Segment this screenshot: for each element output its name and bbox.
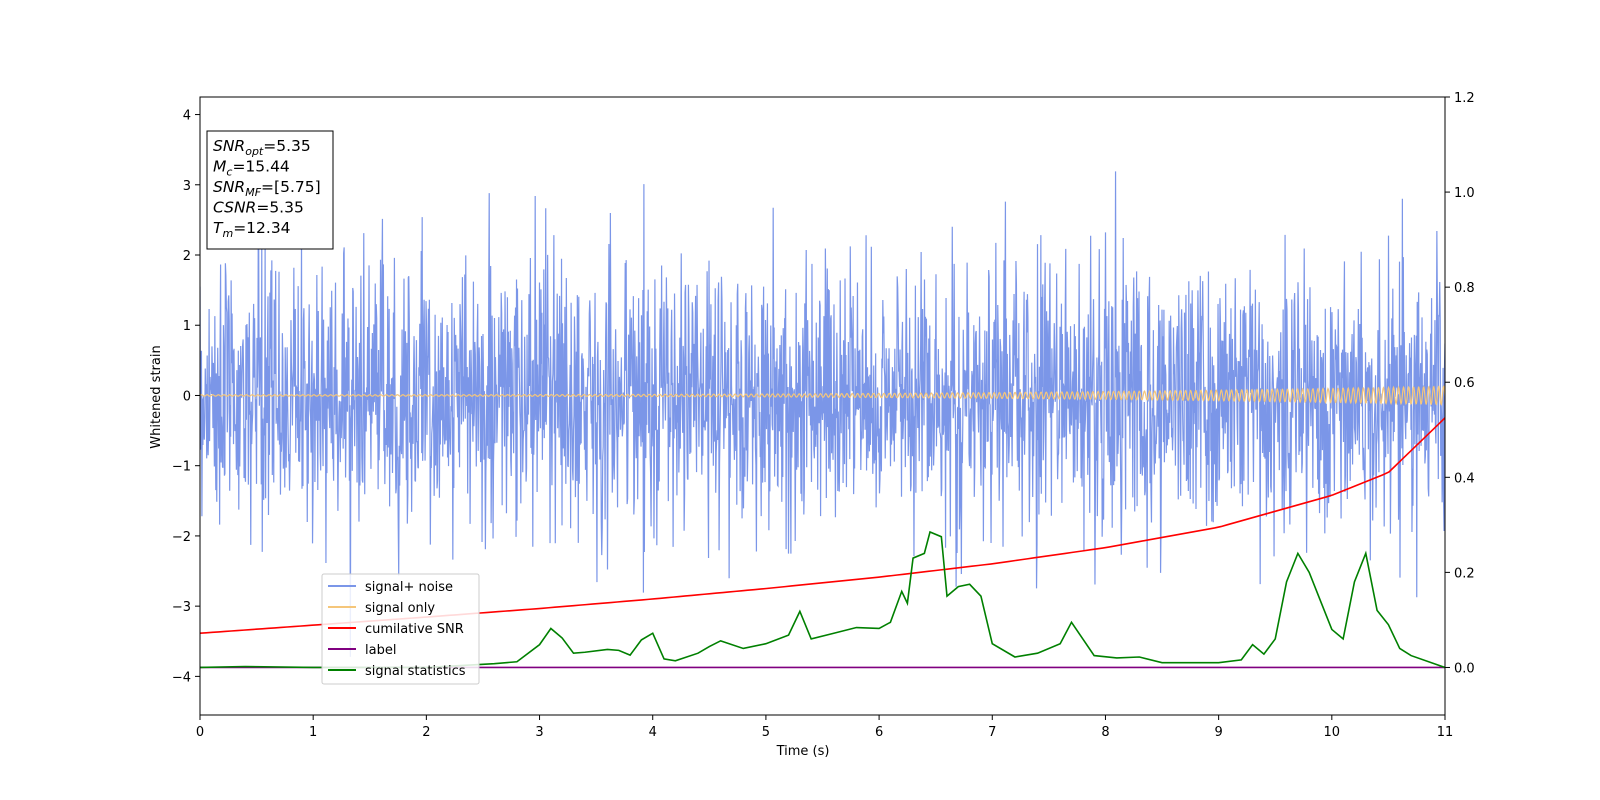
- y2-tick-label: 0.0: [1454, 661, 1475, 676]
- annotation-subscript: c: [226, 166, 232, 179]
- annotation-value: =5.35: [263, 137, 311, 155]
- legend: signal+ noise signal only cumilative SNR la…: [321, 573, 480, 685]
- y-tick-label: −1: [172, 460, 191, 475]
- annotation-value: =5.35: [256, 199, 304, 217]
- annotation-symbol: SNR: [213, 178, 245, 196]
- y2-tick-label: 0.8: [1454, 281, 1475, 296]
- axes: 0 1 2 3 4 5 6 7 8 9 10 11 −4 −3 −2 −1 0 1 2 3 4 0.0 0.2 0.4 0.6 0…: [172, 91, 1475, 740]
- x-tick-label: 7: [988, 725, 996, 740]
- y-tick-label: 0: [183, 389, 191, 404]
- annotation-value: =[5.75]: [261, 178, 321, 196]
- y-axis-label: Whitened strain: [149, 345, 164, 448]
- annotation-subscript: opt: [245, 145, 264, 158]
- annotation-line: SNRMF=[5.75]: [213, 178, 321, 199]
- x-tick-label: 1: [309, 725, 317, 740]
- y2-tick-label: 1.2: [1454, 91, 1475, 106]
- legend-label: signal statistics: [365, 664, 466, 679]
- x-tick-label: 4: [649, 725, 657, 740]
- annotation-value: =15.44: [232, 158, 289, 176]
- x-tick-label: 10: [1324, 725, 1341, 740]
- annotation-subscript: MF: [245, 186, 261, 199]
- y2-tick-label: 1.0: [1454, 186, 1475, 201]
- series-signal-noise: [200, 158, 1445, 657]
- annotation-symbol: T: [213, 219, 224, 237]
- legend-label: label: [365, 643, 396, 658]
- x-tick-label: 2: [422, 725, 430, 740]
- annotation-symbol: CSNR: [213, 199, 256, 217]
- y2-tick-label: 0.2: [1454, 566, 1475, 581]
- y2-tick-label: 0.4: [1454, 471, 1475, 486]
- y-tick-label: 2: [183, 249, 191, 264]
- legend-label: signal only: [365, 601, 435, 616]
- y-tick-label: −3: [172, 600, 191, 615]
- x-tick-label: 6: [875, 725, 883, 740]
- y2-tick-label: 0.6: [1454, 376, 1475, 391]
- annotation-symbol: SNR: [213, 137, 245, 155]
- annotation-line: CSNR=5.35: [213, 199, 304, 217]
- y-tick-label: 1: [183, 319, 191, 334]
- annotation-subscript: m: [222, 227, 233, 240]
- x-tick-label: 0: [196, 725, 204, 740]
- series-signal-statistics: [200, 530, 1445, 669]
- plot-frame: [199, 96, 1446, 716]
- annotation-line: SNRopt=5.35: [213, 137, 311, 158]
- annotation-line: Mc=15.44: [213, 158, 290, 179]
- legend-frame: [321, 573, 480, 685]
- annotation-value: =12.34: [233, 219, 290, 237]
- x-tick-label: 3: [535, 725, 543, 740]
- series-signal-only: [200, 384, 1445, 406]
- y-tick-label: −4: [172, 670, 191, 685]
- annotation-frame: [206, 130, 334, 250]
- annotation-symbol: M: [213, 158, 226, 176]
- y-tick-label: 3: [183, 179, 191, 194]
- x-axis-label: Time (s): [776, 744, 830, 759]
- annotation-box: SNRopt=5.35Mc=15.44SNRMF=[5.75]CSNR=5.35…: [206, 130, 334, 250]
- legend-label: cumilative SNR: [365, 622, 464, 637]
- y-tick-label: −2: [172, 530, 191, 545]
- annotation-line: Tm=12.34: [213, 219, 291, 240]
- x-tick-label: 9: [1214, 725, 1222, 740]
- x-tick-label: 11: [1437, 725, 1454, 740]
- legend-label: signal+ noise: [365, 580, 453, 595]
- x-tick-label: 8: [1101, 725, 1109, 740]
- x-tick-label: 5: [762, 725, 770, 740]
- y-tick-label: 4: [183, 109, 191, 124]
